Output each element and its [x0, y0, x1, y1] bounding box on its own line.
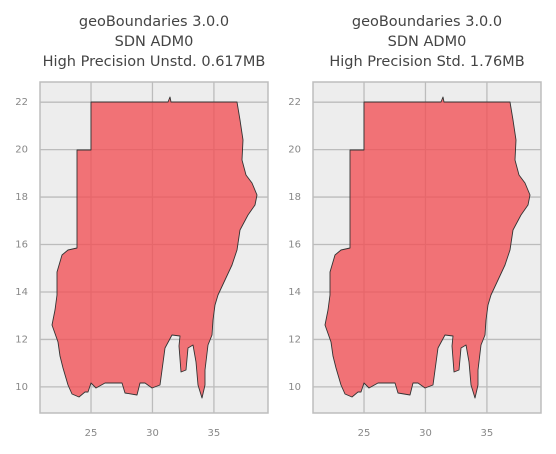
- x-tick-label: 35: [481, 428, 494, 439]
- x-tick-label: 25: [358, 428, 371, 439]
- x-tick-label: 35: [208, 428, 221, 439]
- x-tick-label: 25: [85, 428, 98, 439]
- chart-title: geoBoundaries 3.0.0: [352, 14, 502, 30]
- panel: geoBoundaries 3.0.0 SDN ADM0 High Precisio…: [288, 14, 542, 439]
- y-tick-label: 22: [288, 97, 301, 108]
- y-tick-label: 10: [15, 382, 28, 393]
- y-tick-label: 10: [288, 382, 301, 393]
- country-shape: [324, 96, 531, 399]
- y-tick-label: 16: [288, 240, 301, 251]
- x-tick-label: 30: [146, 428, 159, 439]
- y-tick-label: 20: [15, 145, 28, 156]
- labels: geoBoundaries 3.0.0 SDN ADM0 High Precisio…: [288, 14, 524, 439]
- panel: geoBoundaries 3.0.0 SDN ADM0 High Precisio…: [15, 14, 269, 439]
- y-tick-label: 12: [288, 334, 301, 345]
- y-tick-label: 14: [288, 287, 301, 298]
- y-tick-label: 14: [15, 287, 28, 298]
- chart-title: geoBoundaries 3.0.0: [79, 14, 229, 30]
- y-tick-label: 16: [15, 240, 28, 251]
- chart-title: SDN ADM0: [115, 34, 194, 50]
- labels: geoBoundaries 3.0.0 SDN ADM0 High Precisio…: [15, 14, 265, 439]
- y-tick-label: 22: [15, 97, 28, 108]
- y-tick-label: 20: [288, 145, 301, 156]
- chart-title: High Precision Unstd. 0.617MB: [43, 54, 266, 70]
- chart-title: High Precision Std. 1.76MB: [329, 54, 524, 70]
- chart-title: SDN ADM0: [388, 34, 467, 50]
- x-tick-label: 30: [419, 428, 432, 439]
- y-tick-label: 18: [288, 192, 301, 203]
- country-shape: [51, 96, 258, 399]
- y-tick-label: 12: [15, 334, 28, 345]
- y-tick-label: 18: [15, 192, 28, 203]
